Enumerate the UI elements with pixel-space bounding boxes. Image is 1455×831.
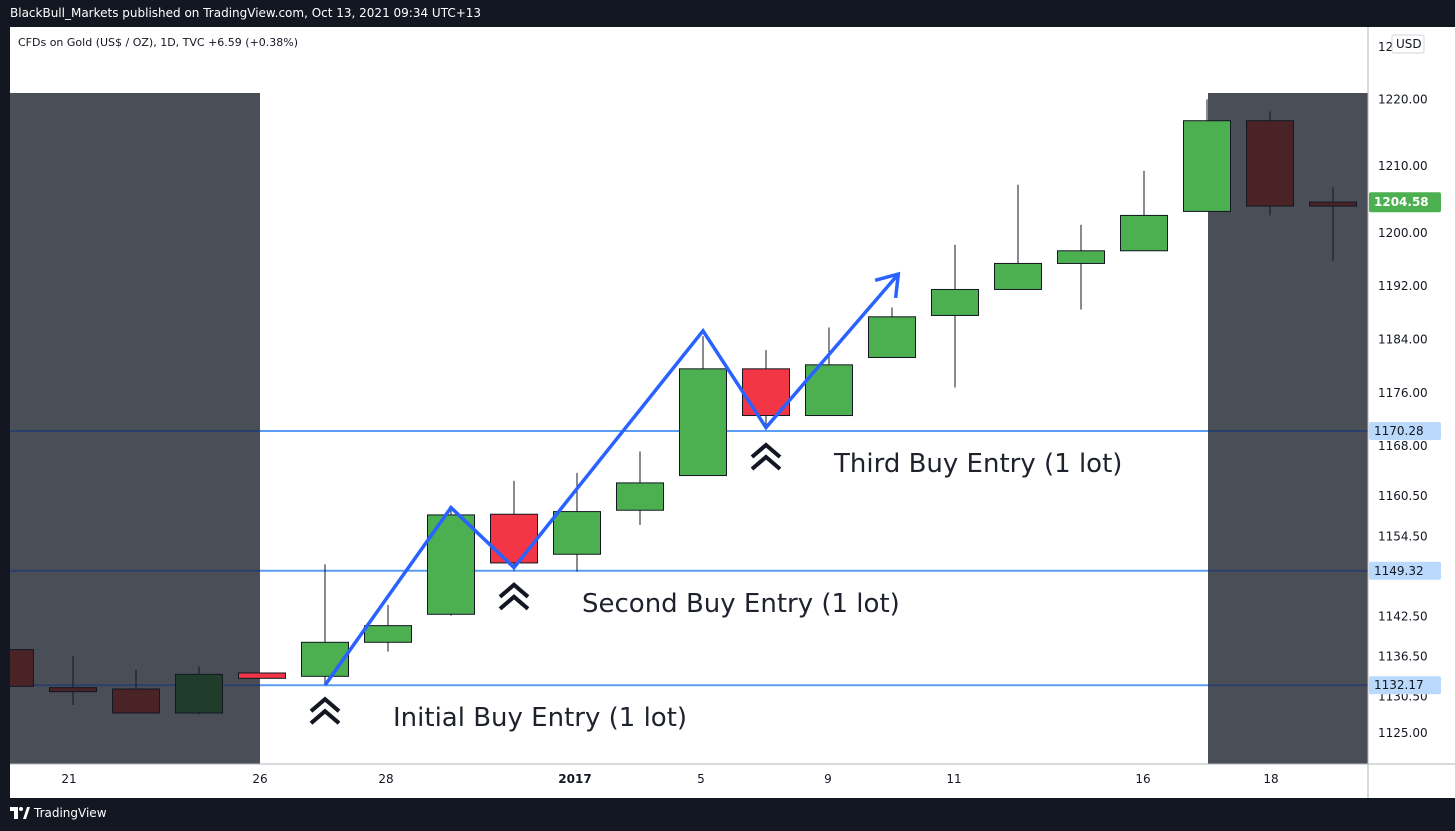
candlestick-chart[interactable]: Initial Buy Entry (1 lot) Second Buy Entr… <box>10 27 1455 798</box>
publisher-bar: BlackBull_Markets published on TradingVi… <box>0 0 1455 27</box>
date-tick-2: 28 <box>378 772 393 786</box>
candle-body-21 <box>1309 201 1357 207</box>
price-tick-6: 1168.00 <box>1378 439 1428 453</box>
date-tick-3: 2017 <box>558 772 591 786</box>
tradingview-brand: TradingView <box>34 806 107 820</box>
buy-entry-label-0: Initial Buy Entry (1 lot) <box>393 703 687 733</box>
buy-entry-chevron-2 <box>750 442 782 471</box>
price-tick-9: 1192.00 <box>1378 279 1428 293</box>
candle-body-6 <box>364 625 412 643</box>
price-tick-clipped: 12 <box>1378 40 1393 54</box>
symbol-title: CFDs on Gold (US$ / OZ), 1D, TVC +6.59 (… <box>18 36 298 49</box>
candle-body-0 <box>10 649 34 687</box>
price-tick-12: 1220.00 <box>1378 92 1428 106</box>
level-badge-0 <box>1369 422 1441 440</box>
date-tick-1: 26 <box>252 772 267 786</box>
chevron-up-icon <box>309 696 341 713</box>
price-tick-4: 1154.50 <box>1378 529 1428 543</box>
candle-body-2 <box>112 688 160 714</box>
zigzag-arrowhead <box>874 271 901 299</box>
last-price-badge <box>1369 192 1441 213</box>
candle-body-14 <box>868 316 916 358</box>
price-tick-0: 1125.00 <box>1378 726 1428 740</box>
candle-body-4 <box>238 672 286 679</box>
level-badge-text-2: 1132.17 <box>1374 678 1424 692</box>
candle-body-17 <box>1057 250 1105 264</box>
candle-body-1 <box>49 687 97 693</box>
level-badge-text-1: 1149.32 <box>1374 564 1424 578</box>
date-tick-8: 18 <box>1263 772 1278 786</box>
date-tick-4: 5 <box>697 772 705 786</box>
publisher-text: BlackBull_Markets published on TradingVi… <box>10 6 482 20</box>
tradingview-logo[interactable]: TradingView <box>10 806 107 820</box>
chevron-up-icon <box>498 582 530 599</box>
chevron-up-icon <box>498 594 530 611</box>
candle-body-16 <box>994 262 1042 290</box>
chart-area[interactable]: Initial Buy Entry (1 lot) Second Buy Entr… <box>10 27 1455 798</box>
candle-body-5 <box>301 641 349 677</box>
last-price-text: 1204.58 <box>1374 195 1429 209</box>
currency-label: USD <box>1396 37 1422 51</box>
zigzag-line <box>323 272 900 687</box>
candle-body-11 <box>679 368 727 477</box>
candle-body-8 <box>490 513 538 564</box>
tradingview-logo-icon <box>10 807 30 819</box>
chevron-up-icon <box>309 708 341 725</box>
candle-body-20 <box>1246 120 1294 207</box>
date-tick-0: 21 <box>61 772 76 786</box>
price-tick-10: 1200.00 <box>1378 226 1428 240</box>
price-tick-5: 1160.50 <box>1378 489 1428 503</box>
price-tick-8: 1184.00 <box>1378 332 1428 346</box>
date-tick-7: 16 <box>1135 772 1150 786</box>
price-tick-3: 1142.50 <box>1378 609 1428 623</box>
date-tick-5: 9 <box>824 772 832 786</box>
buy-entry-label-2: Third Buy Entry (1 lot) <box>833 449 1122 479</box>
time-axis <box>10 764 1455 798</box>
price-tick-7: 1176.00 <box>1378 386 1428 400</box>
buy-entry-label-1: Second Buy Entry (1 lot) <box>582 589 900 619</box>
candle-body-9 <box>553 511 601 555</box>
footer-bar: TradingView <box>0 798 1455 831</box>
price-axis <box>1368 27 1455 764</box>
buy-entry-chevron-1 <box>498 582 530 611</box>
price-tick-2: 1136.50 <box>1378 649 1428 663</box>
date-tick-6: 11 <box>946 772 961 786</box>
candle-body-10 <box>616 482 664 511</box>
candle-body-18 <box>1120 214 1168 252</box>
session-shade-left <box>10 93 260 764</box>
level-badge-1 <box>1369 561 1441 580</box>
candle-body-3 <box>175 673 223 714</box>
chevron-up-icon <box>750 442 782 459</box>
candle-body-19 <box>1183 120 1231 212</box>
price-tick-11: 1210.00 <box>1378 159 1428 173</box>
candle-body-15 <box>931 288 979 316</box>
level-badge-text-0: 1170.28 <box>1374 424 1424 438</box>
chevron-up-icon <box>750 454 782 471</box>
level-badge-2 <box>1369 676 1441 695</box>
buy-entry-chevron-0 <box>309 696 341 725</box>
currency-box <box>1391 34 1425 54</box>
